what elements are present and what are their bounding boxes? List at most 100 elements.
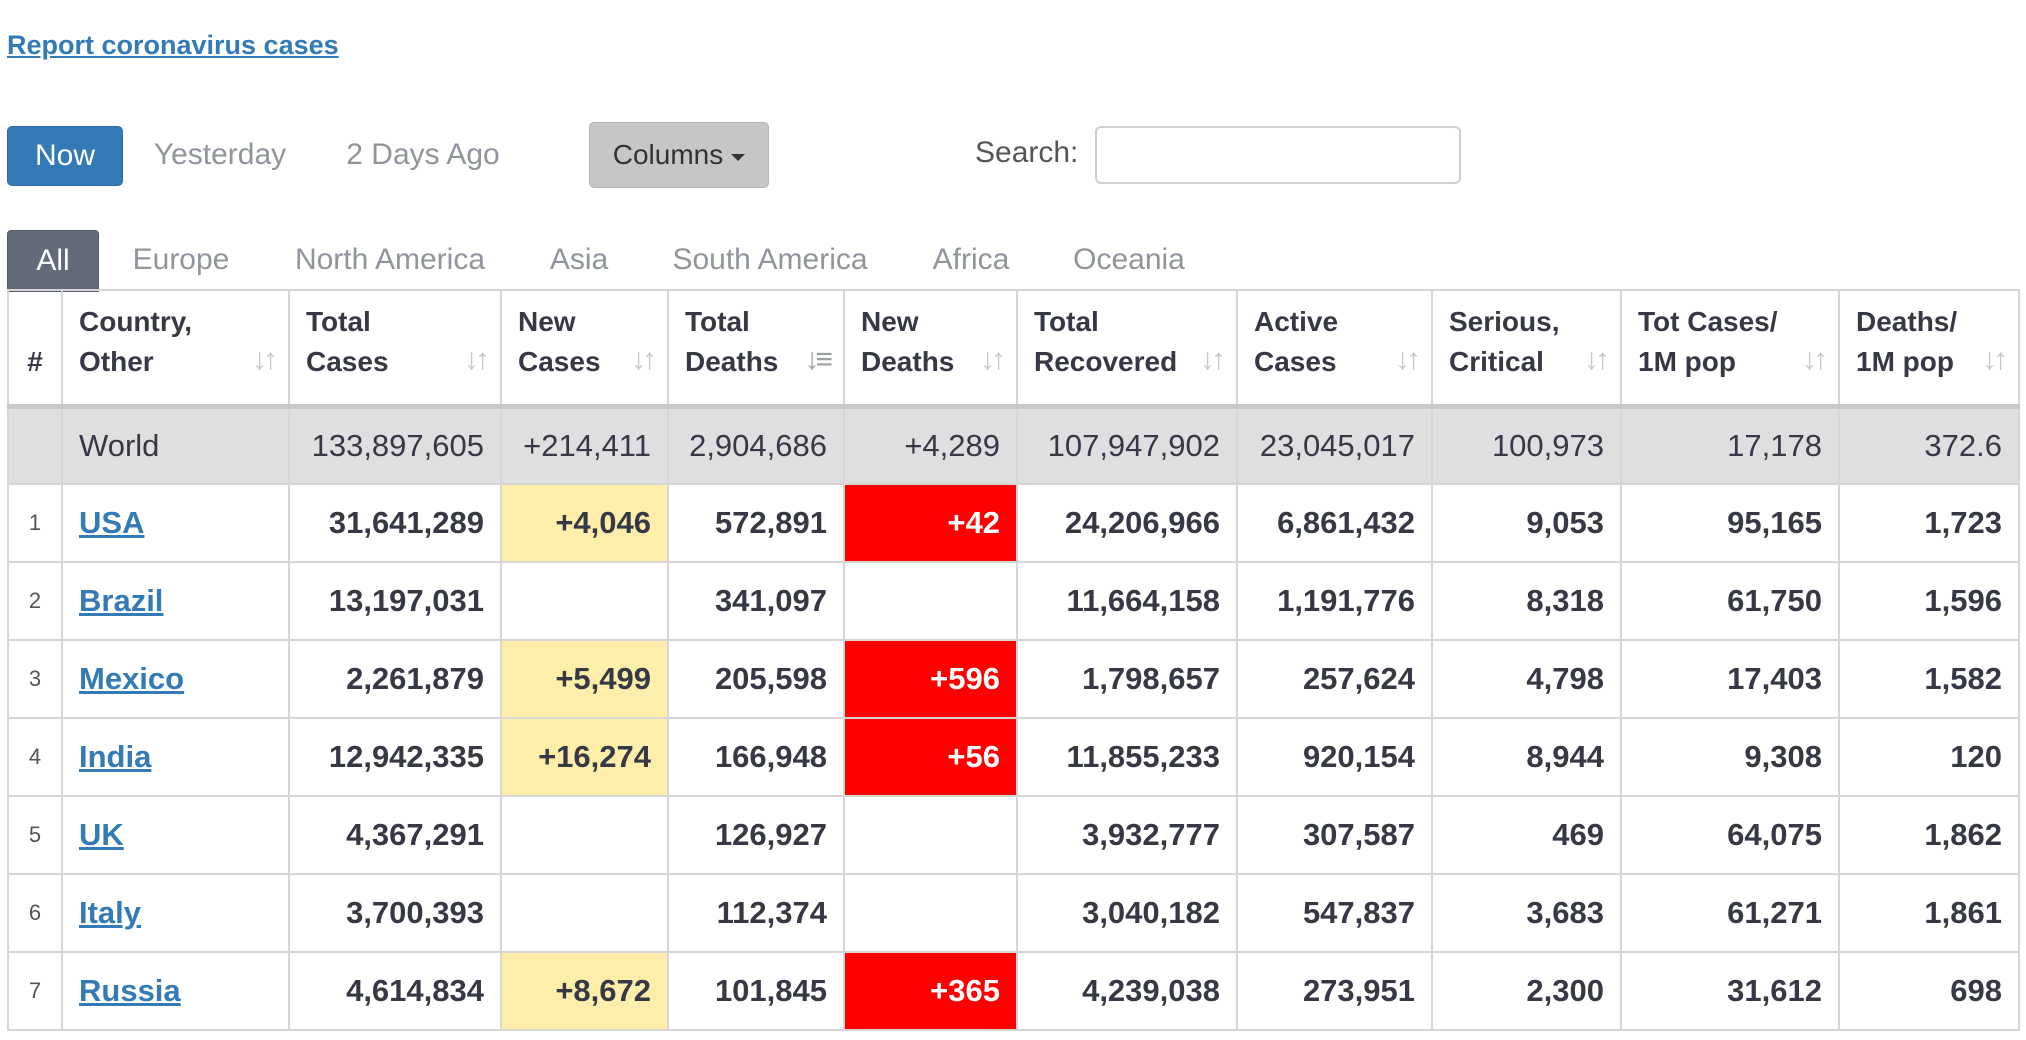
header-label: Total [685,305,750,337]
serious-critical-cell: 9,053 [1431,483,1622,563]
sort-icon: ↓↑ [252,342,278,376]
total-deaths-cell: 126,927 [667,795,845,875]
country-link[interactable]: UK [79,817,124,852]
world-total-deaths: 2,904,686 [667,405,845,485]
two-days-ago-button[interactable]: 2 Days Ago [346,138,500,171]
tab-europe[interactable]: Europe [132,243,230,276]
total-cases-cell: 31,641,289 [288,483,502,563]
header-new-deaths[interactable]: New Deaths ↓↑ [843,289,1018,407]
header-label: New [518,305,576,337]
total-deaths-cell: 166,948 [667,717,845,797]
deaths-per-million-cell: 1,861 [1838,873,2020,953]
now-button[interactable]: Now [7,126,123,186]
country-link[interactable]: Brazil [79,583,164,618]
sort-icon: ↓↑ [1200,342,1226,376]
table-row: 1 USA 31,641,289 +4,046 572,891 +42 24,206,966… [7,483,2020,563]
caret-down-icon [731,153,746,161]
tot-cases-per-million-cell: 31,612 [1620,951,1840,1031]
sort-icon: ↓↑ [1584,342,1610,376]
country-link[interactable]: Italy [79,895,142,930]
tab-africa[interactable]: Africa [932,243,1010,276]
rank-cell: 6 [7,873,63,953]
sort-icon: ↓↑ [1395,342,1421,376]
tab-asia[interactable]: Asia [549,243,609,276]
country-link[interactable]: Mexico [79,661,185,696]
world-serious-critical: 100,973 [1431,405,1622,485]
header-rank[interactable]: # [7,289,63,407]
country-cell: Russia [61,951,290,1031]
new-deaths-cell [843,873,1018,953]
tab-all[interactable]: All [7,230,99,292]
new-cases-cell [500,873,669,953]
deaths-per-million-cell: 1,723 [1838,483,2020,563]
header-label: Cases [1254,345,1337,377]
header-active-cases[interactable]: Active Cases ↓↑ [1236,289,1433,407]
table-row: 3 Mexico 2,261,879 +5,499 205,598 +596 1,798,6… [7,639,2020,719]
deaths-per-million-cell: 1,596 [1838,561,2020,641]
deaths-per-million-cell: 1,582 [1838,639,2020,719]
tot-cases-per-million-cell: 64,075 [1620,795,1840,875]
serious-critical-cell: 8,318 [1431,561,1622,641]
serious-critical-cell: 2,300 [1431,951,1622,1031]
table-row: 2 Brazil 13,197,031 341,097 11,664,158 1,191,… [7,561,2020,641]
tab-oceania[interactable]: Oceania [1073,243,1185,276]
rank-cell: 1 [7,483,63,563]
new-cases-cell [500,561,669,641]
country-link[interactable]: India [79,739,152,774]
header-label: Cases [306,345,389,377]
new-deaths-cell: +365 [843,951,1018,1031]
covid-table: # Country, Other ↓↑ Total Cases ↓↑ New C… [7,289,2020,1031]
total-deaths-cell: 101,845 [667,951,845,1031]
search-label: Search: [975,136,1079,169]
header-label: Total [1034,305,1099,337]
columns-dropdown-button[interactable]: Columns [589,122,769,188]
country-link[interactable]: USA [79,505,145,540]
active-cases-cell: 307,587 [1236,795,1433,875]
new-cases-cell: +16,274 [500,717,669,797]
sort-desc-icon: ↓≡ [804,342,832,376]
header-tot-cases-per-million[interactable]: Tot Cases/ 1M pop ↓↑ [1620,289,1840,407]
header-total-cases[interactable]: Total Cases ↓↑ [288,289,502,407]
header-label: Other [79,345,154,377]
table-row: 4 India 12,942,335 +16,274 166,948 +56 11,855,… [7,717,2020,797]
header-label: Deaths/ [1856,305,1958,337]
serious-critical-cell: 3,683 [1431,873,1622,953]
header-total-recovered[interactable]: Total Recovered ↓↑ [1016,289,1238,407]
header-label: New [861,305,919,337]
tab-north-america[interactable]: North America [294,243,486,276]
active-cases-cell: 257,624 [1236,639,1433,719]
total-cases-cell: 13,197,031 [288,561,502,641]
header-label: Country, [79,305,193,337]
sort-icon: ↓↑ [464,342,490,376]
search-input[interactable] [1095,126,1461,184]
country-link[interactable]: Russia [79,973,181,1008]
tot-cases-per-million-cell: 9,308 [1620,717,1840,797]
country-cell: Brazil [61,561,290,641]
total-recovered-cell: 3,040,182 [1016,873,1238,953]
header-label: Recovered [1034,345,1178,377]
country-rows: 1 USA 31,641,289 +4,046 572,891 +42 24,206,966… [7,483,2020,1031]
rank-cell: 2 [7,561,63,641]
new-cases-cell: +5,499 [500,639,669,719]
active-cases-cell: 273,951 [1236,951,1433,1031]
world-tot-cases-per-million: 17,178 [1620,405,1840,485]
report-cases-link[interactable]: Report coronavirus cases [7,30,339,60]
header-deaths-per-million[interactable]: Deaths/ 1M pop ↓↑ [1838,289,2020,407]
header-new-cases[interactable]: New Cases ↓↑ [500,289,669,407]
new-cases-cell: +4,046 [500,483,669,563]
tab-south-america[interactable]: South America [672,243,868,276]
total-recovered-cell: 24,206,966 [1016,483,1238,563]
header-label: Total [306,305,371,337]
yesterday-button[interactable]: Yesterday [153,138,287,171]
header-total-deaths[interactable]: Total Deaths ↓≡ [667,289,845,407]
tot-cases-per-million-cell: 61,750 [1620,561,1840,641]
table-row: 7 Russia 4,614,834 +8,672 101,845 +365 4,239,0… [7,951,2020,1031]
new-deaths-cell [843,561,1018,641]
serious-critical-cell: 4,798 [1431,639,1622,719]
header-country[interactable]: Country, Other ↓↑ [61,289,290,407]
country-cell: USA [61,483,290,563]
total-cases-cell: 4,367,291 [288,795,502,875]
header-serious-critical[interactable]: Serious, Critical ↓↑ [1431,289,1622,407]
sort-icon: ↓↑ [980,342,1006,376]
country-cell: Italy [61,873,290,953]
